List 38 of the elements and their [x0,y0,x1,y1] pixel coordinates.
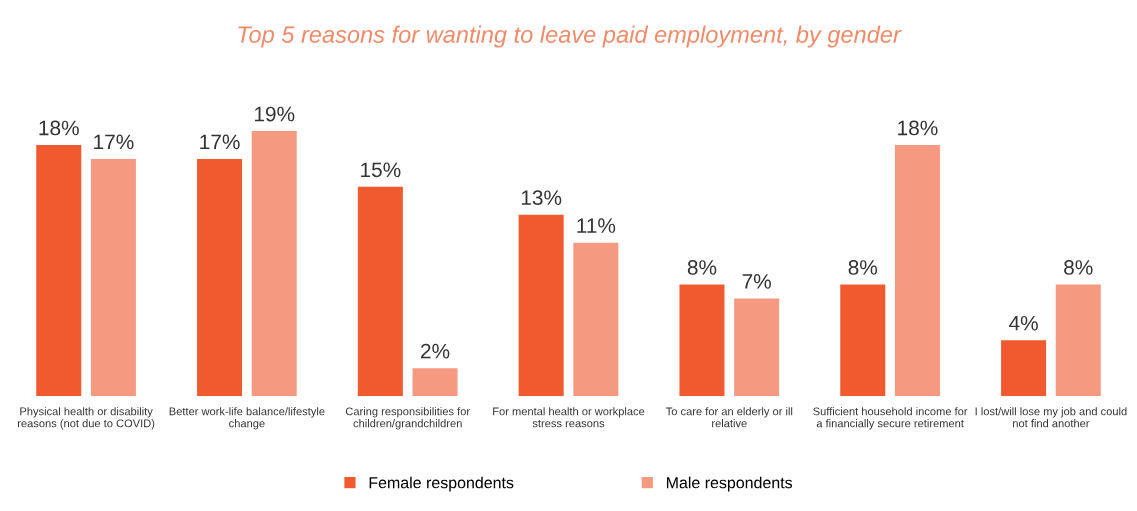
bar [1001,340,1047,397]
bar [412,368,458,397]
bar [734,298,780,397]
x-tick-label: Better work-life balance/lifestyle change [169,407,325,430]
x-tick-label: For mental health or workplace stress reasons [493,407,645,428]
bar [840,284,886,397]
data-label: 8% [848,260,878,275]
data-label: 7% [742,274,771,289]
bar [1055,284,1101,397]
x-tick-label: Caring responsibilities for children/grandchildren [345,407,470,430]
bar [90,158,136,397]
data-label: 11% [577,218,616,233]
bar [251,131,297,397]
bar [573,242,619,397]
bar [197,158,243,397]
x-tick-label: Physical health or disability reasons (not due to COVID) [17,407,155,430]
data-label: 4% [1009,315,1038,331]
bar [357,186,403,397]
x-tick-label: Sufficient household income for a financially secure retirement [813,407,968,430]
data-label: 2% [421,343,450,359]
bar [894,145,940,397]
legend-label: Female respondents [369,476,514,492]
data-label: 17% [200,134,240,150]
x-tick-label: To care for an elderly or ill relative [665,407,793,428]
data-label: 8% [1064,260,1093,275]
data-label: 15% [361,162,401,178]
data-label: 13% [521,190,562,206]
bar [36,145,82,397]
data-label: 18% [39,120,79,136]
data-label: 19% [254,106,295,122]
bar [518,214,564,397]
x-tick-label: I lost/will lose my job and could not find another [975,407,1127,428]
legend-label: Male respondents [666,476,793,492]
data-label: 8% [687,260,717,275]
chart-title: Top 5 reasons for wanting to leave paid employment, by gender [238,25,902,48]
data-label: 17% [94,134,134,150]
bar [679,284,725,397]
data-label: 18% [898,120,938,136]
